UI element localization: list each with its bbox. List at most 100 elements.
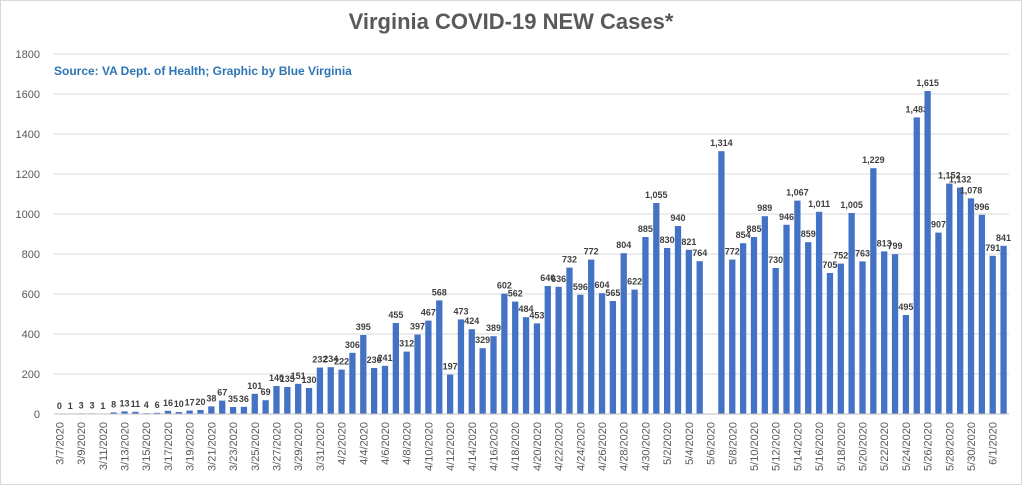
bar [750,237,758,414]
data-label: 473 [453,306,468,316]
x-tick-label: 4/26/2020 [597,422,609,471]
data-label: 854 [736,230,751,240]
x-tick-label: 6/1/2020 [988,422,1000,465]
y-tick-label: 0 [34,409,40,421]
data-label: 16 [163,398,173,408]
bar [522,317,530,414]
x-tick-label: 3/17/2020 [163,422,175,471]
data-label: 1,483 [905,104,928,114]
data-label: 6 [155,400,160,410]
bar [316,367,324,414]
data-label: 772 [725,247,740,257]
bar [924,91,931,414]
bar [1000,245,1007,414]
x-tick-label: 5/10/2020 [749,422,761,471]
x-tick-label: 3/11/2020 [98,422,110,470]
data-label: 1,067 [786,188,809,198]
x-tick-label: 3/9/2020 [76,422,88,465]
data-label: 232 [312,355,327,365]
bar [153,412,161,414]
bar [881,251,888,414]
data-label: 3 [89,400,94,410]
data-label: 568 [432,287,447,297]
data-label: 312 [399,339,414,349]
bar [718,151,725,414]
data-label: 821 [681,237,696,247]
bar [989,255,996,414]
bar [967,198,975,414]
data-label: 1 [68,401,73,411]
x-tick-label: 4/20/2020 [532,422,544,471]
bar [805,242,812,414]
data-label: 1,314 [710,138,733,148]
data-label: 907 [931,220,946,230]
y-tick-label: 800 [22,249,40,261]
bar [631,289,638,414]
y-tick-label: 1400 [16,129,40,141]
data-label: 329 [475,335,490,345]
x-tick-label: 5/18/2020 [836,422,848,471]
x-tick-label: 5/28/2020 [944,422,956,471]
bar [533,323,541,414]
data-label: 10 [174,399,184,409]
data-label: 791 [985,243,1000,253]
data-label: 424 [464,316,479,326]
bar [490,336,497,414]
x-tick-label: 5/4/2020 [684,422,696,465]
data-label: 140 [269,373,284,383]
x-tick-label: 3/13/2020 [120,422,132,471]
y-tick-label: 1200 [16,169,40,181]
bar [110,412,117,414]
x-tick-label: 5/20/2020 [857,422,869,471]
data-label: 453 [529,310,544,320]
x-tick-label: 4/16/2020 [489,422,501,471]
data-label: 389 [486,323,501,333]
bar [664,248,671,414]
data-label: 306 [345,340,360,350]
bar [262,400,269,414]
bar [197,410,204,414]
bar [729,259,736,414]
bar [794,200,801,414]
bar [739,243,747,414]
x-tick-label: 4/4/2020 [358,422,370,465]
data-label: 705 [822,260,837,270]
y-tick-label: 400 [22,329,40,341]
bar [566,267,573,414]
bar [370,368,378,414]
x-tick-label: 5/30/2020 [966,422,978,471]
bar [457,319,465,414]
x-tick-label: 3/15/2020 [141,422,153,471]
bar [425,320,432,414]
data-label: 35 [228,394,238,404]
data-label: 1,078 [960,185,983,195]
data-label: 467 [421,308,436,318]
data-label: 38 [206,393,216,403]
bar [815,211,823,414]
data-label: 20 [195,397,205,407]
bar [381,365,389,414]
bar [978,214,986,414]
bar [327,367,334,414]
data-label: 3 [79,400,84,410]
data-label: 17 [185,398,195,408]
x-tick-label: 5/24/2020 [901,422,913,471]
x-tick-label: 3/27/2020 [271,422,283,471]
y-tick-label: 1000 [16,209,40,221]
bar [848,213,855,414]
bar [837,263,844,414]
x-tick-label: 5/8/2020 [727,422,739,465]
data-label: 565 [605,288,620,298]
x-tick-label: 3/19/2020 [185,422,197,471]
x-tick-label: 4/22/2020 [554,422,566,471]
bar [501,293,508,414]
data-label: 0 [57,401,62,411]
bar [957,187,964,414]
bar [653,203,660,414]
bar [642,237,649,414]
bar [305,388,313,414]
data-label: 830 [660,235,675,245]
bar [121,411,128,414]
bar [870,168,877,414]
